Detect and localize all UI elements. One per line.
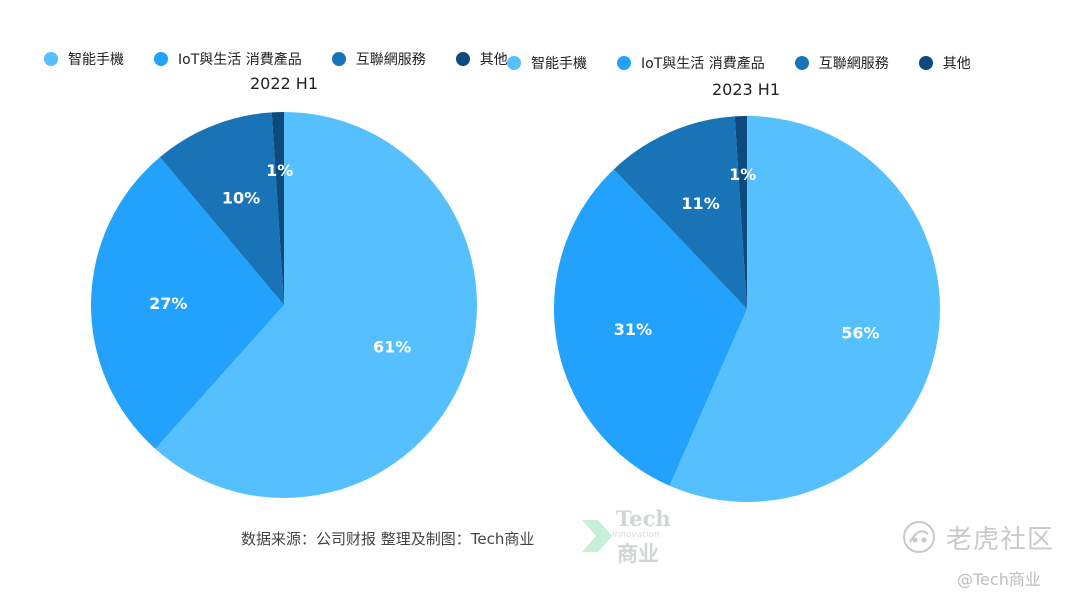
chevron-right-icon (582, 520, 612, 552)
slice-label-iot: 27% (149, 294, 187, 313)
logo-text-bottom: 商业 (617, 542, 659, 566)
legend-item-other[interactable]: 其他 (455, 49, 508, 69)
legend-label: 智能手機 (531, 56, 587, 72)
legend-item-smartphone[interactable]: 智能手機 (44, 49, 124, 69)
tiger-community-icon (903, 521, 935, 553)
legend-label: 互聯網服務 (355, 52, 426, 68)
source-caption: 数据来源：公司财报 整理及制图：Tech商业 (241, 530, 535, 548)
watermark: 老虎社区 (900, 518, 1054, 556)
pie-slice-smartphone[interactable] (155, 112, 477, 499)
pie-slice-other[interactable] (734, 116, 747, 309)
logo-text-middle: Innovation (612, 530, 660, 540)
slice-label-internet: 11% (681, 194, 719, 213)
pie-slice-smartphone[interactable] (669, 116, 940, 502)
legend-dot (794, 56, 809, 70)
legend-item-other[interactable]: 其他 (918, 53, 971, 73)
watermark-name: 老虎社区 (946, 524, 1055, 555)
pie-slice-other[interactable] (271, 112, 284, 305)
slice-label-internet: 10% (222, 188, 260, 207)
watermark-handle: @Tech商业 (957, 570, 1041, 589)
legend-label: 互聯網服務 (818, 56, 889, 72)
legend-item-internet[interactable]: 互聯網服務 (331, 49, 426, 69)
legend-dot (331, 52, 346, 66)
pie-slice-iot[interactable] (91, 157, 284, 449)
slice-label-iot: 31% (614, 320, 652, 339)
legend-dot (918, 56, 933, 70)
pie-slice-internet[interactable] (159, 112, 284, 305)
legend-item-iot[interactable]: IoT與生活 消費產品 (154, 49, 302, 69)
slice-label-smartphone: 56% (841, 324, 879, 343)
tech-logo: Tech Innovation 商业 (580, 506, 675, 566)
slice-label-other: 1% (266, 161, 293, 180)
pie-slice-internet[interactable] (613, 116, 747, 309)
legend-dot (617, 56, 631, 70)
slice-label-smartphone: 61% (373, 337, 411, 356)
legend-label: IoT與生活 消費產品 (641, 56, 765, 72)
legend-label: 智能手機 (68, 52, 124, 68)
legend-dot (44, 52, 58, 66)
legend-2022: 智能手機 IoT與生活 消費產品 互聯網服務 其他 (44, 48, 538, 70)
legend-label: IoT與生活 消費產品 (178, 52, 302, 68)
slice-label-other: 1% (729, 165, 756, 184)
legend-label: 其他 (942, 56, 971, 72)
pie-slice-iot[interactable] (553, 169, 747, 486)
legend-label: 其他 (479, 52, 508, 68)
chart-title-2023: 2023 H1 (712, 80, 781, 99)
logo-text-top: Tech (616, 506, 671, 531)
legend-item-internet[interactable]: 互聯網服務 (794, 53, 889, 73)
legend-dot (154, 52, 168, 66)
chart-title-2022: 2022 H1 (250, 74, 319, 93)
legend-dot (507, 56, 521, 70)
legend-2023: 智能手機 IoT與生活 消費產品 互聯網服務 其他 (507, 52, 1001, 74)
legend-dot (455, 52, 470, 66)
legend-item-smartphone[interactable]: 智能手機 (507, 53, 587, 73)
legend-item-iot[interactable]: IoT與生活 消費產品 (617, 53, 765, 73)
